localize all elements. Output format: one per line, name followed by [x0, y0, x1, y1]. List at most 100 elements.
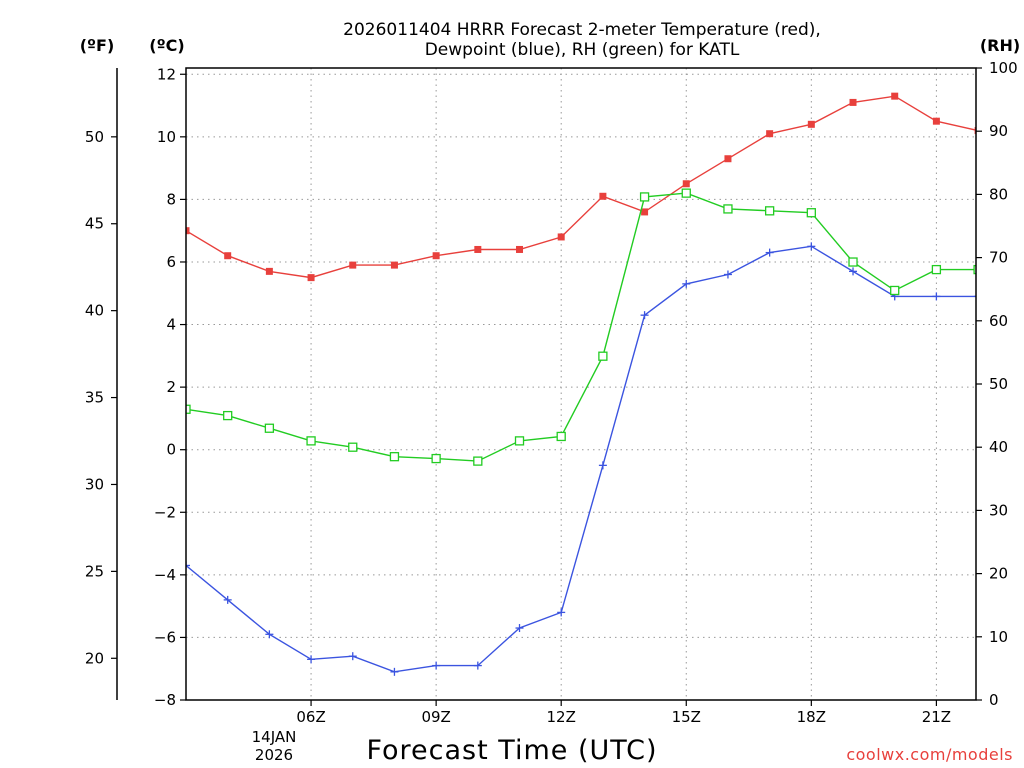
temperature-point: [307, 274, 315, 282]
temperature-point: [682, 180, 690, 188]
rh-tick-label: 10: [989, 628, 1008, 646]
dewpoint-point: [348, 652, 357, 661]
temperature-point: [641, 208, 649, 216]
celsius-tick-label: 12: [157, 65, 176, 83]
rh-point: [639, 192, 650, 202]
dewpoint-point: [223, 595, 232, 604]
dewpoint-point: [807, 242, 816, 251]
temperature-point: [186, 227, 190, 235]
rh-tick-label: 100: [989, 59, 1018, 77]
temperature-point: [849, 98, 857, 106]
rh-point: [306, 436, 316, 446]
celsius-tick-label: 6: [166, 253, 176, 271]
dewpoint-point: [598, 461, 607, 470]
dewpoint-point: [432, 661, 441, 670]
temperature-point: [265, 267, 273, 275]
credit-text: coolwx.com/models: [846, 745, 1013, 764]
dewpoint-line: [186, 245, 976, 673]
rh-line: [186, 192, 976, 462]
rh-point: [473, 456, 483, 466]
fahrenheit-tick-label: 20: [85, 649, 104, 667]
temperature-point: [766, 130, 774, 138]
series-layer: [186, 92, 976, 676]
rh-point: [973, 264, 976, 275]
temperature-point: [432, 252, 440, 260]
fahrenheit-unit-label: (ºF): [80, 36, 115, 55]
rh-point: [348, 442, 358, 452]
rh-point: [764, 206, 775, 216]
dewpoint-point: [186, 561, 190, 570]
rh-tick-label: 60: [989, 312, 1008, 330]
rh-point: [186, 404, 191, 414]
temperature-point: [891, 92, 899, 100]
celsius-tick-label: 10: [157, 128, 176, 146]
rh-point: [848, 257, 858, 267]
rh-tick-label: 40: [989, 438, 1008, 456]
rh-tick-label: 30: [989, 501, 1008, 519]
rh-point: [556, 431, 566, 442]
temperature-point: [474, 245, 482, 253]
temperature-point: [557, 233, 565, 241]
celsius-tick-label: −2: [154, 503, 176, 521]
dewpoint-point: [390, 667, 399, 676]
rh-point: [264, 423, 275, 433]
celsius-unit-label: (ºC): [149, 36, 184, 55]
rh-point: [931, 264, 942, 275]
x-tick-label: 12Z: [547, 708, 576, 726]
rh-tick-label: 90: [989, 122, 1008, 140]
rh-point: [514, 436, 525, 446]
celsius-tick-label: −6: [154, 628, 176, 646]
rh-point: [806, 208, 816, 218]
dewpoint-point: [640, 311, 649, 320]
axes-layer: −8 −6 −4 −2 0 2 4 6 8 10 12 06Z 09Z 12Z 15Z 18Z 21Z 20 25 3…: [85, 59, 1018, 726]
chart-subtitle: Dewpoint (blue), RH (green) for KATL: [425, 40, 740, 60]
dewpoint-point: [557, 608, 566, 617]
rh-tick-label: 70: [989, 249, 1008, 267]
temperature-point: [349, 261, 357, 269]
fahrenheit-tick-label: 45: [85, 215, 104, 233]
rh-point: [389, 452, 400, 462]
temperature-point: [724, 155, 732, 163]
temperature-point: [932, 117, 940, 125]
rh-tick-label: 50: [989, 375, 1008, 393]
rh-tick-label: 20: [989, 565, 1008, 583]
plot-frame: [185, 67, 977, 701]
fahrenheit-tick-label: 40: [85, 302, 104, 320]
x-tick-label: 21Z: [922, 708, 951, 726]
rh-point: [431, 453, 441, 464]
dewpoint-point: [723, 270, 732, 279]
temperature-point: [516, 245, 524, 253]
x-axis-label: Forecast Time (UTC): [366, 735, 657, 766]
x-tick-label: 09Z: [421, 708, 450, 726]
dewpoint-point: [473, 661, 482, 670]
chart-title: 2026011404 HRRR Forecast 2-meter Tempera…: [343, 20, 821, 40]
x-tick-label: 15Z: [672, 708, 701, 726]
temperature-point: [224, 252, 232, 260]
rh-point: [723, 204, 733, 214]
fahrenheit-tick-label: 50: [85, 128, 104, 146]
rh-tick-label: 0: [989, 691, 999, 709]
fahrenheit-tick-label: 30: [85, 475, 104, 493]
celsius-tick-label: 0: [166, 441, 176, 459]
dewpoint-point: [932, 292, 941, 301]
fahrenheit-tick-label: 25: [85, 562, 104, 580]
x-tick-label: 06Z: [296, 708, 325, 726]
dewpoint-point: [682, 279, 691, 288]
fahrenheit-tick-label: 35: [85, 389, 104, 407]
temperature-line: [186, 95, 976, 279]
dewpoint-point: [265, 630, 274, 639]
rh-point: [681, 188, 691, 198]
celsius-tick-label: 4: [166, 316, 176, 334]
temperature-point: [390, 261, 398, 269]
date-label-year: 2026: [255, 746, 293, 764]
dewpoint-point: [307, 655, 316, 664]
x-tick-label: 18Z: [797, 708, 826, 726]
rh-point: [223, 410, 233, 421]
rh-point: [890, 285, 900, 296]
dewpoint-point: [849, 267, 858, 276]
celsius-tick-label: 8: [166, 190, 176, 208]
date-label-day: 14JAN: [252, 728, 297, 746]
celsius-tick-label: 2: [166, 378, 176, 396]
celsius-tick-label: −8: [154, 691, 176, 709]
